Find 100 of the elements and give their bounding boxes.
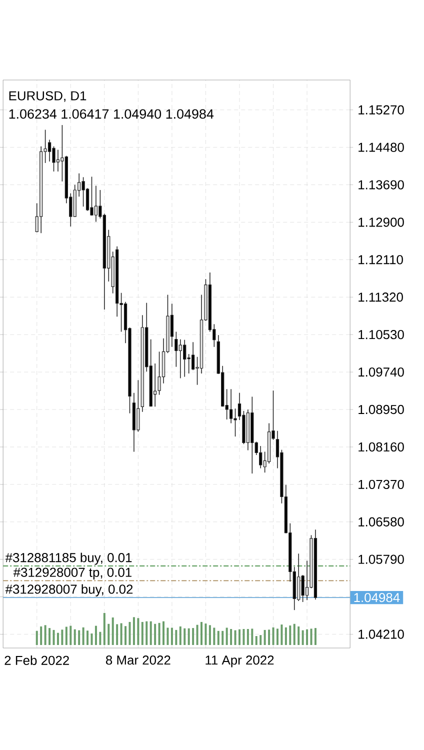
x-tick-label: 2 Feb 2022 [4,656,69,666]
bar [284,627,287,645]
x-tick-label: 11 Apr 2022 [206,656,274,668]
bar [44,625,46,645]
bar [246,628,249,645]
ref-line-label: #312928007 buy, 0.02 [5,584,133,596]
y-tick-label: 1.06580 [358,517,404,526]
y-tick-label: 1.10530 [358,330,404,340]
bar [289,625,292,645]
bar [132,617,135,645]
bar [184,628,186,645]
y-tick-label: 1.14480 [358,142,404,152]
text: 1.04984 [354,592,400,602]
bar [188,628,190,645]
bar [200,622,202,645]
ref-line-label: #312881185 buy, 0.01 [5,552,132,565]
candlestick [153,363,157,408]
bar [103,612,106,645]
bar [141,622,144,645]
bar [99,632,102,645]
bar [166,628,169,645]
bar [196,624,198,645]
bar [306,629,308,645]
bar [314,628,316,645]
candlestick [158,351,161,396]
bar [310,628,312,645]
bar [78,630,80,645]
candlestick [191,342,195,371]
bar [150,621,152,645]
bar [146,621,148,645]
candlestick [90,176,94,216]
bar [268,630,270,645]
bar [108,624,110,645]
text: EURUSD, D1 [9,91,86,102]
candlestick [183,339,186,378]
bar [65,626,68,645]
bar [94,626,97,645]
y-tick-label: 1.08950 [358,404,404,414]
y-tick-label: 1.15270 [358,105,404,114]
bar [217,630,220,645]
bar [276,628,278,645]
bar [272,627,274,645]
bar [293,624,296,645]
candlestick [296,553,300,602]
bar [86,630,88,645]
bar [238,629,240,645]
bar [52,630,55,645]
bar [162,621,164,645]
y-tick-label: 1.05790 [358,554,404,564]
bar [213,628,216,645]
candlestick [136,380,140,432]
bar [112,617,114,645]
bar [264,630,266,645]
bar [222,630,224,645]
bar [260,635,262,645]
bar [234,630,236,645]
bar [120,623,122,645]
x-tick-label: 8 Mar 2022 [106,656,170,665]
candlestick [301,574,304,602]
bar [116,624,118,645]
bar [56,632,59,645]
bar [158,622,160,645]
bar [242,628,245,645]
y-tick-label: 1.11320 [358,292,403,302]
bar [90,633,93,645]
bar [251,628,254,645]
candlestick [52,146,56,172]
bar [192,628,194,645]
bar [208,625,211,645]
bar [179,626,182,645]
ref-line-label: #312928007 tp, 0.01 [13,568,132,580]
candlestick [229,388,233,424]
candlestick [48,139,52,162]
bar [230,628,232,645]
candlestick [174,331,178,368]
bar [82,627,84,645]
bar [137,618,140,645]
y-tick-label: 1.13690 [358,180,404,190]
text: 1.06234 1.06417 1.04940 1.04984 [9,109,214,119]
y-tick-label: 1.08160 [358,442,404,452]
candlestick [82,176,85,207]
bar [128,622,131,645]
bar [48,628,50,645]
bar [280,624,283,645]
bar [154,624,156,645]
bar [36,630,38,645]
bar [226,628,228,645]
bar [74,629,76,645]
candlestick [178,338,182,379]
bar [204,624,207,645]
candlestick [258,446,262,469]
bar [175,630,178,645]
bar [302,630,304,645]
bar [124,626,126,645]
y-tick-label: 1.12110 [358,255,403,264]
bar [40,626,42,645]
bar [70,626,72,645]
candlestick [234,408,237,437]
bar [298,626,300,645]
bar [170,628,173,645]
